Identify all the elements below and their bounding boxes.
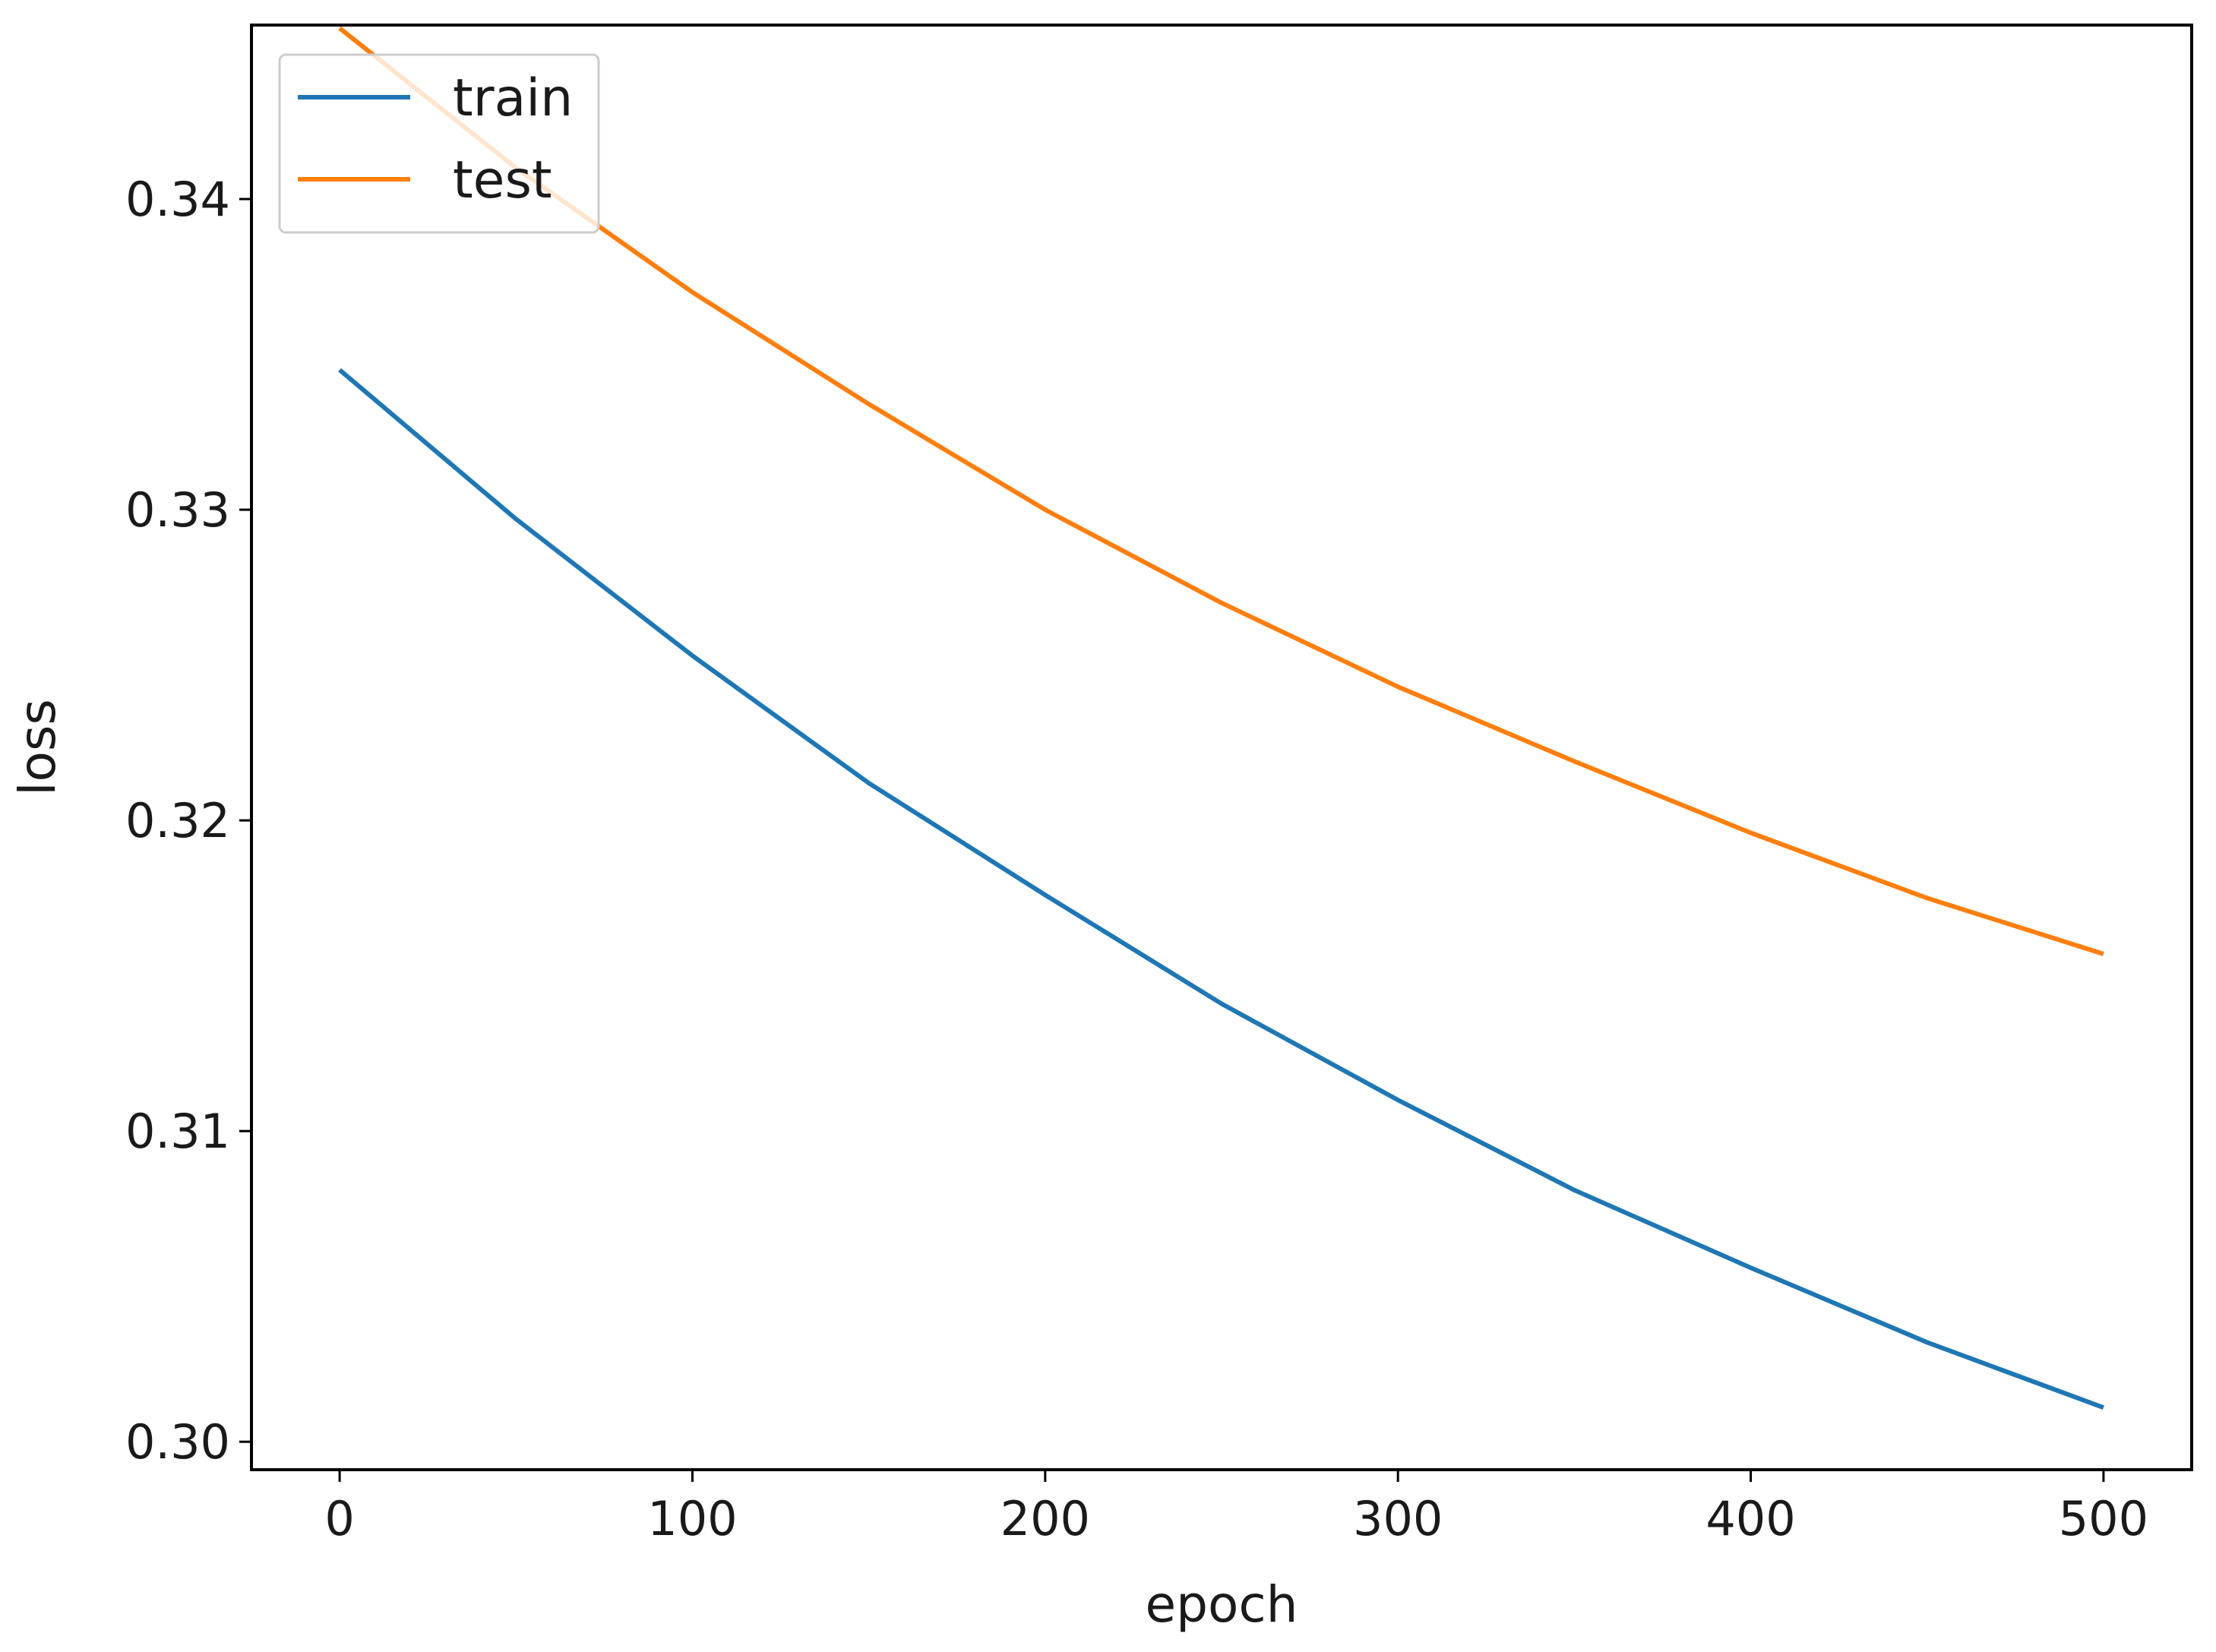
x-tick-label: 0 <box>324 1491 354 1546</box>
series-line-train <box>338 368 2104 1410</box>
series-layer <box>338 26 2104 1410</box>
y-tick-label: 0.30 <box>125 1414 230 1470</box>
x-tick-label: 100 <box>647 1491 737 1546</box>
y-tick-label: 0.32 <box>125 793 230 848</box>
x-tick-label: 500 <box>2059 1491 2148 1546</box>
legend-label-train: train <box>453 68 573 128</box>
legend: train test <box>278 53 600 234</box>
plot-area-frame <box>250 24 2193 1471</box>
x-axis-title: epoch <box>1146 1575 1298 1634</box>
x-tick-label: 400 <box>1705 1491 1795 1546</box>
x-tick-label: 200 <box>1001 1491 1090 1546</box>
y-axis-title: loss <box>8 699 67 796</box>
x-tick-label: 300 <box>1353 1491 1443 1546</box>
y-tick-label: 0.33 <box>125 482 230 538</box>
y-tick-label: 0.34 <box>125 172 230 227</box>
series-line-test <box>338 26 2104 956</box>
legend-label-test: test <box>453 150 552 210</box>
y-tick-label: 0.31 <box>125 1104 230 1159</box>
ticks-layer: 0 100 200 300 400 500 0.30 0.31 0.32 0.33 0.34 <box>125 172 2148 1546</box>
